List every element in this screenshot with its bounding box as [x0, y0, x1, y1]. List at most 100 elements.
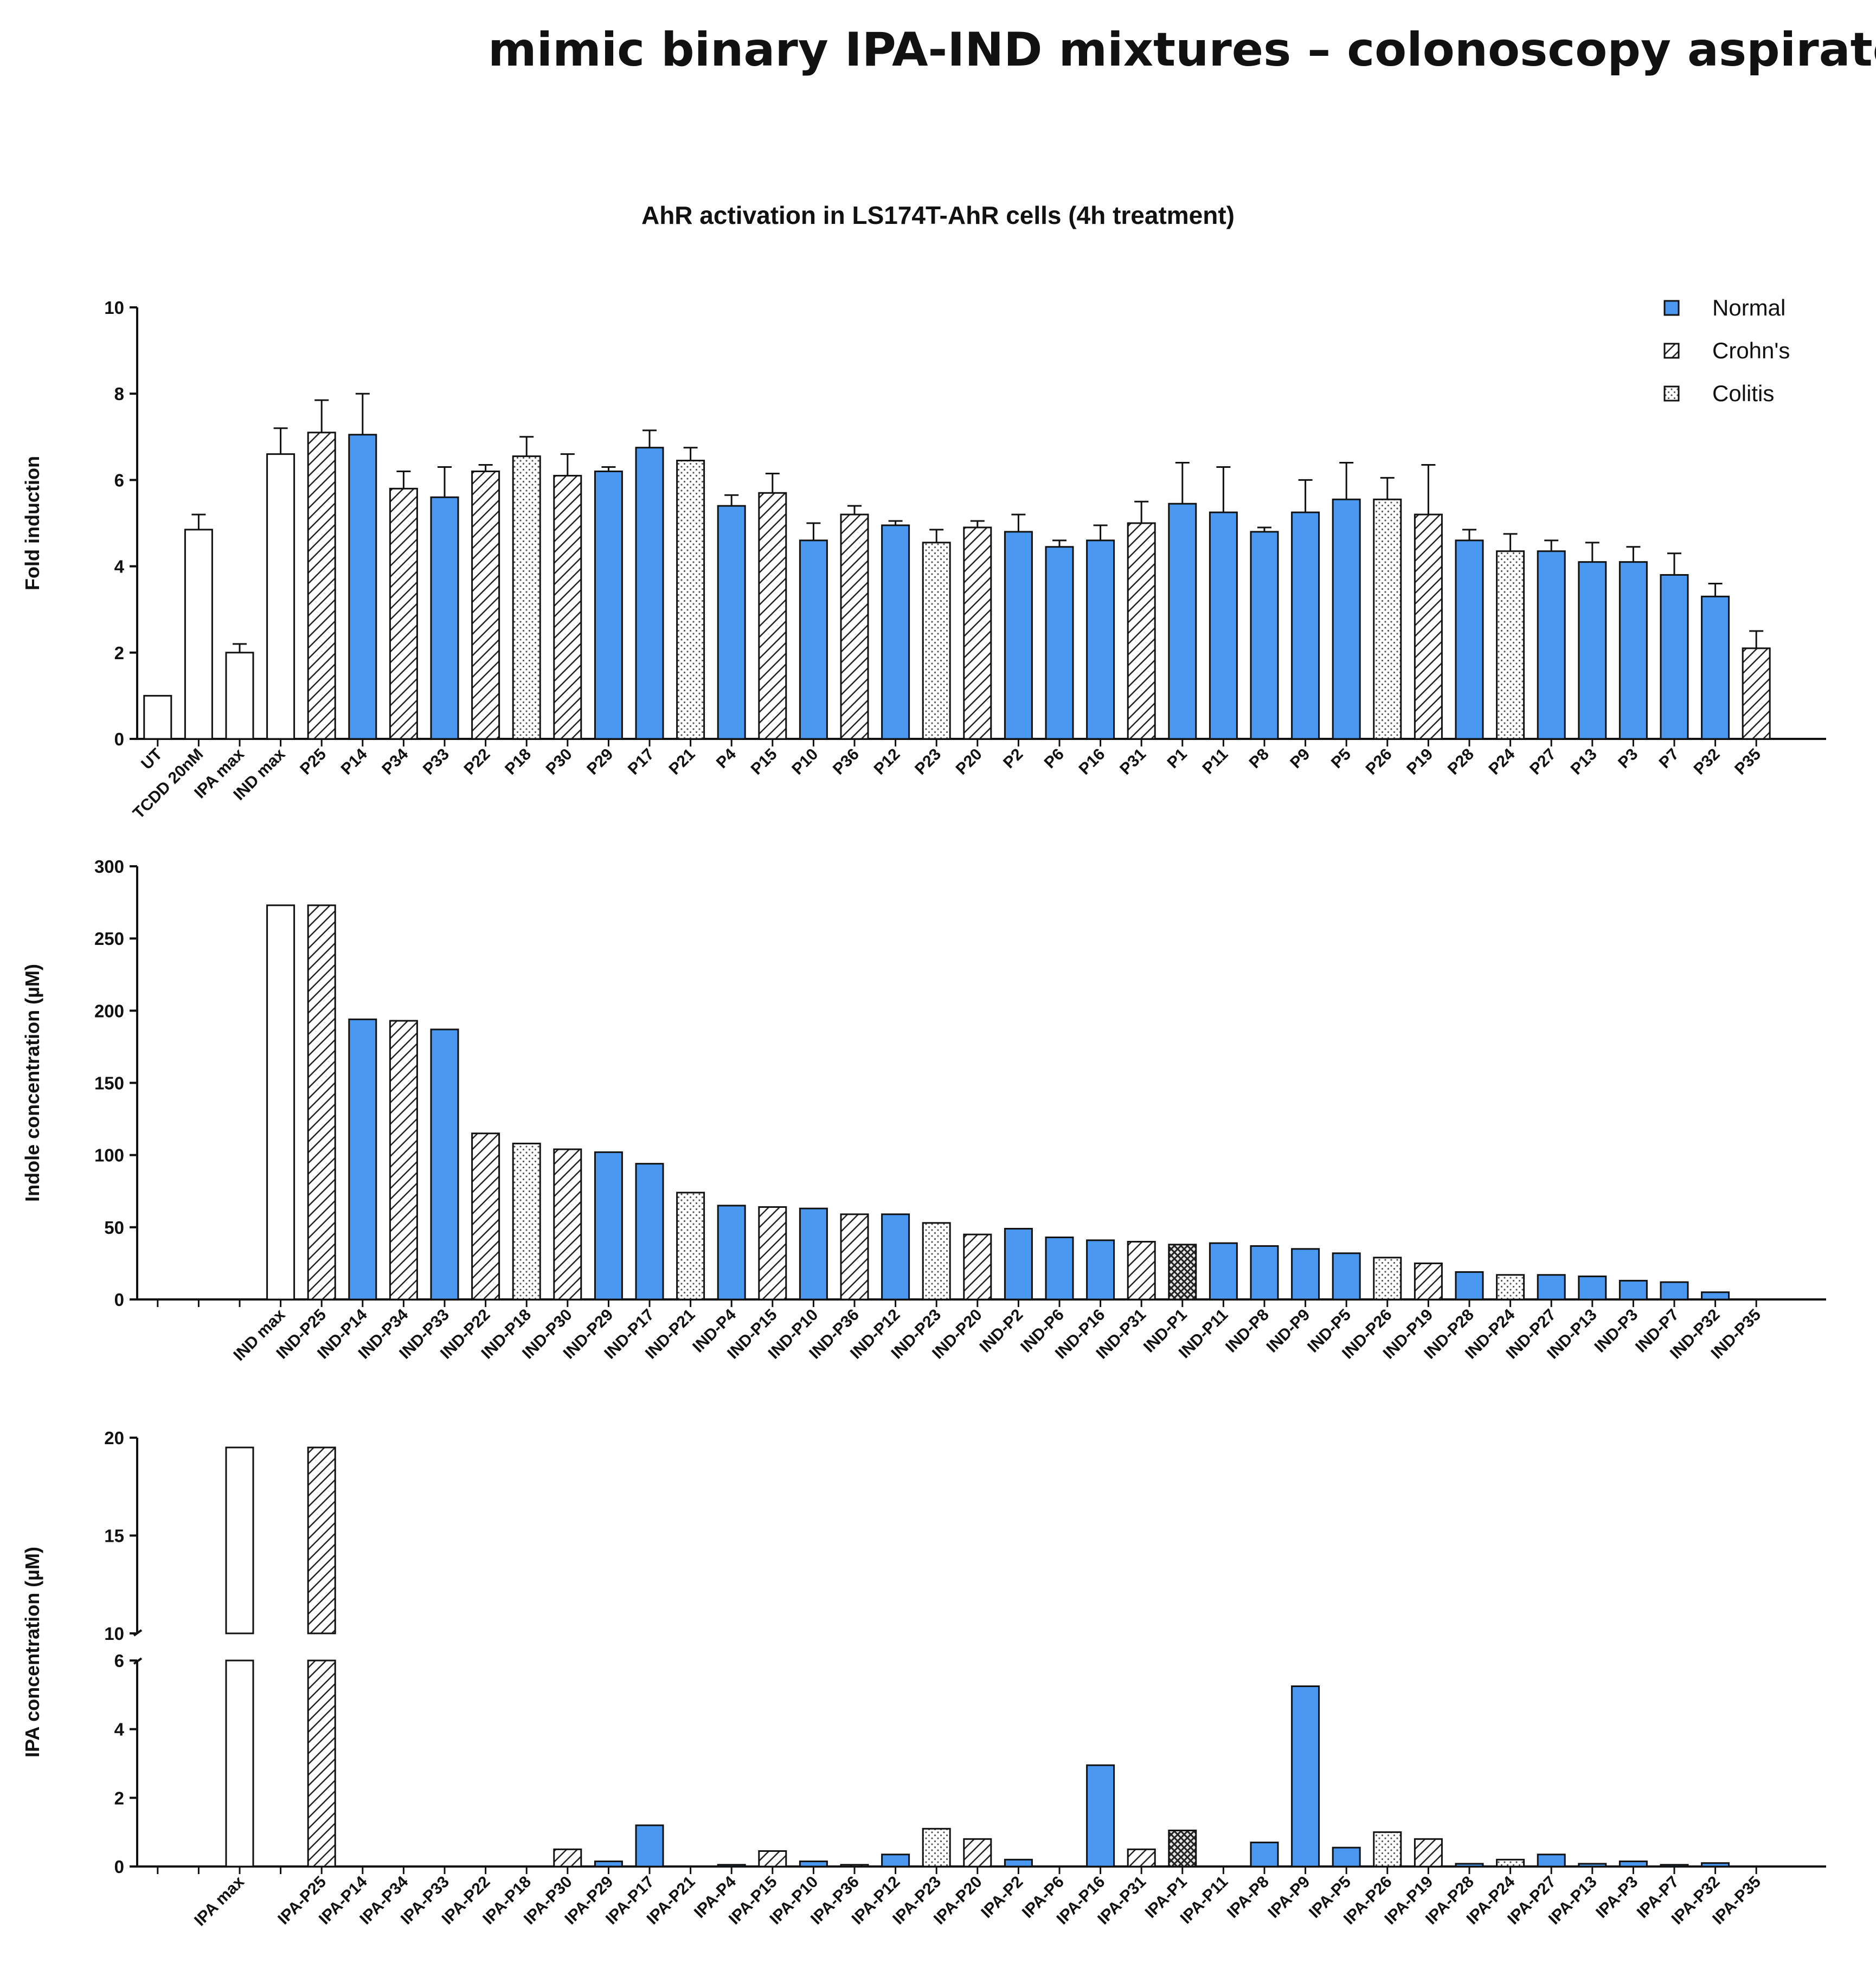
bar-IPA-P9 [1291, 1685, 1320, 1868]
bar-IND-P4 [717, 1205, 746, 1301]
x-tick-label: IPA-P9 [1264, 1873, 1313, 1922]
x-tick-label: P8 [1246, 745, 1273, 772]
bar-P1 [1168, 503, 1197, 740]
bar-IND-P14 [348, 1018, 377, 1301]
bar-IND-P24 [1496, 1274, 1525, 1301]
y-tick-label: 4 [114, 557, 125, 577]
x-tick-label: IPA-P8 [1224, 1873, 1273, 1922]
bar-IND-P26 [1373, 1257, 1402, 1301]
bar-P10 [799, 539, 828, 740]
bar-P6 [1045, 546, 1074, 740]
bar-IPA-P7 [1660, 1864, 1689, 1868]
bar-IND-P3 [1618, 1279, 1648, 1301]
bar-P25 [307, 432, 336, 740]
x-tick-label: P17 [625, 745, 658, 778]
y-tick-label: 10 [104, 1624, 124, 1644]
bar-P24 [1496, 550, 1525, 740]
axis-break-mark [133, 1629, 143, 1637]
y-tick-label: 0 [114, 1857, 124, 1877]
bar-P13 [1578, 561, 1607, 740]
bar-IPA-max [225, 652, 254, 740]
bar-P8 [1250, 531, 1279, 740]
bar-IPA-P5 [1332, 1846, 1361, 1868]
x-tick-label: P34 [378, 745, 412, 778]
bar-IND-P21 [676, 1192, 705, 1301]
bar-P29 [594, 470, 623, 740]
x-tick-label: P15 [748, 745, 781, 778]
x-tick-label: P20 [953, 745, 986, 778]
bar-IPA-P16 [1086, 1764, 1115, 1868]
x-tick-label: P24 [1485, 745, 1518, 778]
y-tick-label: 0 [114, 1290, 124, 1310]
bar-P34 [389, 487, 418, 740]
bar-IPA-P15 [758, 1850, 787, 1868]
bar-IPA-P25-lower [307, 1659, 336, 1868]
bar-P5 [1332, 498, 1361, 740]
y-tick-label: 2 [114, 1788, 124, 1808]
bar-P33 [430, 496, 459, 740]
bar-P36 [840, 513, 869, 740]
x-tick-label: P27 [1526, 745, 1559, 778]
bar-IPA-P25-upper [307, 1446, 336, 1634]
bar-IND-P22 [471, 1132, 500, 1301]
bar-IND-P25 [307, 904, 336, 1301]
y-tick-label: 8 [114, 384, 124, 404]
bar-IND-P30 [553, 1148, 582, 1301]
bar-P21 [676, 460, 705, 740]
ipa-concentration-chart: IPA concentration (µM) 10 15 20 0 2 4 6 IPA max I… [21, 1428, 1826, 1929]
bar-TCDD-20nM [184, 529, 213, 740]
y-tick-label: 2 [114, 643, 124, 663]
bar-IPA-P32 [1701, 1862, 1730, 1868]
x-tick-label: P7 [1656, 745, 1682, 772]
x-tick-label: P4 [713, 745, 740, 772]
bar-IND-P16 [1086, 1239, 1115, 1301]
x-tick-label: P12 [870, 745, 903, 778]
bar-IND-max [266, 453, 295, 740]
y-tick-label: 100 [94, 1145, 124, 1166]
x-tick-label: P29 [583, 745, 616, 778]
bar-IPA-P2 [1004, 1858, 1033, 1868]
y-axis-label: Fold induction [21, 456, 43, 590]
y-tick-label: 300 [94, 857, 124, 877]
y-tick-label: 6 [114, 1651, 124, 1671]
bar-IPA-P23 [922, 1827, 951, 1868]
x-tick-label: IPA-P2 [978, 1873, 1026, 1922]
axis-break-mark [133, 1657, 143, 1665]
x-tick-label: P35 [1731, 745, 1764, 778]
bar-IND-P28 [1455, 1271, 1484, 1301]
bar-P9 [1291, 511, 1320, 740]
indole-concentration-chart: Indole concentration (µM) 0 50 100 150 200 250… [21, 857, 1826, 1364]
x-tick-label: IPA max [191, 1872, 248, 1929]
x-tick-label: P30 [543, 745, 576, 778]
chart-title: AhR activation in LS174T-AhR cells (4h t… [641, 201, 1235, 229]
bar-P3 [1618, 561, 1648, 740]
bar-IND-P10 [799, 1207, 828, 1301]
bar-IND-P18 [512, 1142, 541, 1301]
x-tick-label: P28 [1444, 745, 1477, 778]
x-tick-label: P33 [420, 745, 453, 778]
bar-IPA-P26 [1373, 1831, 1402, 1868]
x-tick-label: P6 [1041, 745, 1068, 772]
bar-IPA-P4 [717, 1864, 746, 1868]
x-tick-label: P18 [502, 745, 535, 778]
y-tick-label: 15 [104, 1526, 124, 1546]
bar-P15 [758, 492, 787, 740]
bar-P7 [1660, 574, 1689, 740]
bar-IND-P23 [922, 1222, 951, 1301]
bar-IND-P19 [1414, 1262, 1443, 1301]
bar-IND-P17 [635, 1163, 664, 1301]
y-axis-label: Indole concentration (µM) [21, 964, 43, 1202]
bar-IND-P32 [1701, 1291, 1730, 1301]
y-tick-label: 10 [104, 298, 124, 318]
page-title: mimic binary IPA-IND mixtures – colonosc… [488, 23, 1876, 77]
legend-swatch-crohns [1663, 343, 1680, 359]
bar-IPA-P10 [799, 1861, 828, 1868]
bar-IND-P7 [1660, 1281, 1689, 1301]
bar-IPA-P20 [963, 1838, 992, 1868]
x-tick-label: IND-P9 [1263, 1306, 1314, 1356]
fold-induction-chart: AhR activation in LS174T-AhR cells (4h t… [21, 201, 1826, 822]
y-axis-label: IPA concentration (µM) [21, 1547, 43, 1758]
legend-swatch-colitis [1663, 385, 1680, 402]
bar-IND-P1 [1168, 1244, 1197, 1301]
y-tick-label: 200 [94, 1001, 124, 1021]
